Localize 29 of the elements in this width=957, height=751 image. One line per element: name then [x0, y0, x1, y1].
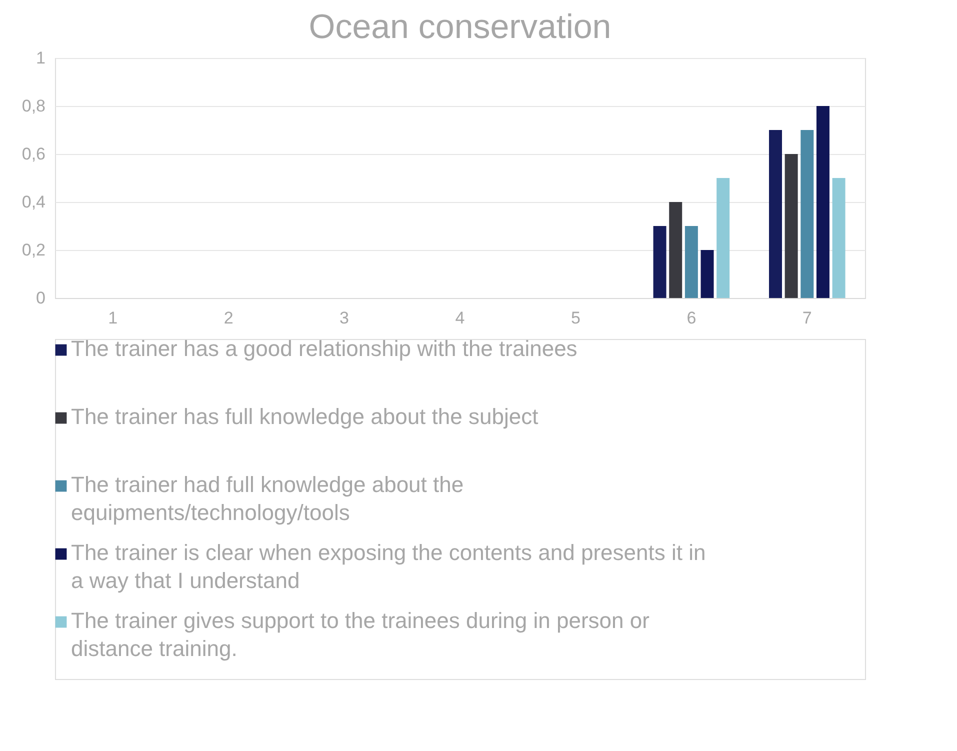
- y-tick-label: 0,8: [22, 96, 46, 116]
- x-tick-label: 6: [686, 308, 696, 328]
- legend-label: The trainer gives support to the trainees during in person or distance training.: [71, 608, 650, 661]
- bar: [669, 202, 682, 298]
- bar: [784, 154, 798, 298]
- y-tick-label: 0: [36, 288, 46, 308]
- legend-label: The trainer has a good relationship with the trainees: [71, 336, 578, 361]
- x-tick-label: 2: [224, 308, 234, 328]
- y-tick-label: 0,4: [22, 192, 46, 212]
- bar: [832, 178, 846, 298]
- legend-label: The trainer has full knowledge about the subject: [71, 404, 538, 429]
- x-tick-label: 4: [455, 308, 465, 328]
- legend-label: The trainer is clear when exposing the contents and presents it in a way that I understand: [71, 540, 706, 593]
- x-tick-label: 1: [108, 308, 118, 328]
- bar: [684, 226, 698, 298]
- chart-title: Ocean conservation: [308, 8, 612, 46]
- bar: [768, 130, 782, 298]
- bar: [800, 130, 814, 298]
- x-tick-label: 7: [802, 308, 812, 328]
- bar: [816, 106, 830, 298]
- legend-label: The trainer had full knowledge about the equipments/technology/tools: [71, 472, 464, 525]
- bar: [700, 250, 714, 298]
- bar: [716, 178, 730, 298]
- y-tick-label: 1: [36, 48, 46, 68]
- y-tick-label: 0,2: [22, 240, 46, 260]
- bar: [653, 226, 666, 298]
- x-tick-label: 5: [570, 308, 580, 328]
- x-tick-label: 3: [340, 308, 350, 328]
- y-tick-label: 0,6: [22, 144, 46, 164]
